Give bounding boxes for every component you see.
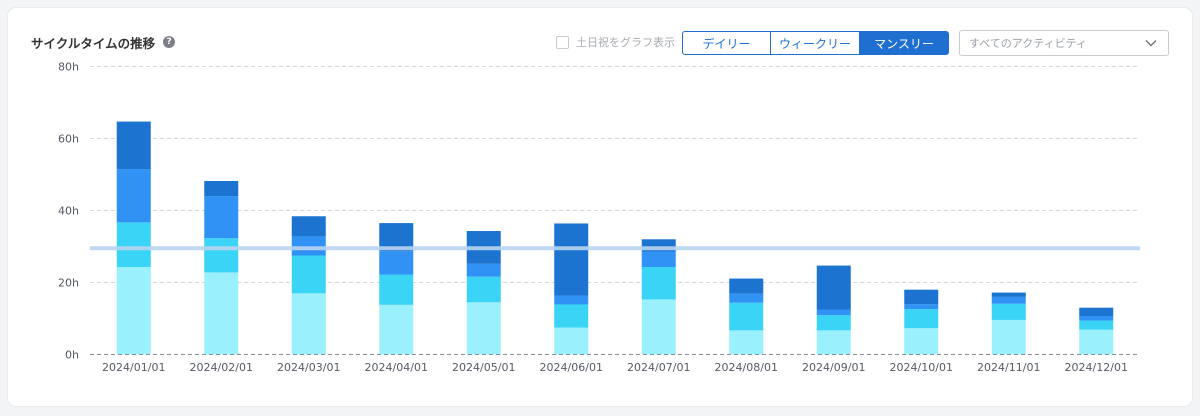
x-tick-label: 2024/01/01 — [102, 361, 165, 374]
bar-segment — [116, 169, 151, 223]
bar-segment — [904, 304, 939, 310]
x-tick-label: 2024/02/01 — [190, 361, 253, 374]
bar-segment — [291, 293, 326, 355]
x-tick-label: 2024/06/01 — [540, 361, 603, 374]
bar-segment — [816, 265, 851, 310]
bar-segment — [816, 309, 851, 316]
bar-segment — [991, 296, 1026, 304]
bar-segment — [991, 292, 1026, 297]
bar-segment — [204, 196, 239, 239]
bar-segment — [204, 272, 239, 355]
bar-segment — [466, 302, 501, 355]
bar-segment — [641, 251, 676, 268]
bar-segment — [204, 180, 239, 197]
bar-segment — [204, 238, 239, 273]
bar-segment — [554, 304, 589, 328]
x-tick-label: 2024/10/01 — [890, 361, 953, 374]
help-icon[interactable]: ? — [163, 36, 176, 48]
bar-segment — [116, 121, 151, 170]
y-tick-label: 60h — [58, 133, 79, 146]
bar-segment — [379, 274, 414, 305]
bar-segment — [904, 289, 939, 305]
bar-segment — [904, 328, 939, 355]
weekend-label: 土日祝をグラフ表示 — [576, 36, 675, 49]
y-tick-label: 80h — [58, 61, 79, 74]
weekend-toggle[interactable]: 土日祝をグラフ表示 — [556, 33, 675, 51]
y-tick-label: 40h — [58, 205, 79, 218]
bar-segment — [1079, 320, 1114, 330]
bar-segment — [1079, 329, 1114, 355]
x-tick-label: 2024/11/01 — [977, 361, 1040, 374]
bar-segment — [554, 327, 589, 355]
bar-segment — [466, 276, 501, 303]
y-tick-label: 0h — [65, 349, 79, 362]
bar-segment — [116, 267, 151, 355]
x-tick-label: 2024/07/01 — [627, 361, 690, 374]
weekend-checkbox[interactable] — [556, 35, 569, 49]
x-tick-label: 2024/03/01 — [277, 361, 340, 374]
bar-segment — [641, 299, 676, 355]
chevron-down-icon — [1145, 40, 1157, 47]
period-segmented-control: デイリー ウィークリー マンスリー — [682, 31, 949, 55]
bar-segment — [816, 330, 851, 355]
chart-title: サイクルタイムの推移 — [31, 35, 156, 51]
bar-segment — [729, 302, 764, 331]
bar-segment — [379, 304, 414, 355]
bar-segment — [291, 236, 326, 256]
activity-select-value: すべてのアクティビティ — [969, 37, 1087, 50]
bar-segment — [816, 315, 851, 331]
bar-segment — [1079, 307, 1114, 316]
bar-segment — [554, 295, 589, 305]
tab-weekly[interactable]: ウィークリー — [771, 31, 860, 55]
bar-segment — [904, 309, 939, 329]
bar-segment — [1079, 315, 1114, 321]
activity-select[interactable]: すべてのアクティビティ — [959, 30, 1169, 56]
bar-segment — [291, 216, 326, 237]
bar-segment — [991, 303, 1026, 320]
x-tick-label: 2024/12/01 — [1065, 361, 1128, 374]
bar-segment — [466, 263, 501, 277]
tab-monthly[interactable]: マンスリー — [860, 31, 949, 55]
x-tick-label: 2024/08/01 — [715, 361, 778, 374]
bar-segment — [729, 278, 764, 294]
bar-segment — [291, 255, 326, 294]
x-tick-label: 2024/04/01 — [365, 361, 428, 374]
y-tick-label: 20h — [58, 277, 79, 290]
x-tick-label: 2024/05/01 — [452, 361, 515, 374]
x-tick-label: 2024/09/01 — [802, 361, 865, 374]
tab-daily[interactable]: デイリー — [682, 31, 771, 55]
bar-segment — [729, 330, 764, 355]
bar-segment — [641, 267, 676, 300]
bar-segment — [729, 293, 764, 303]
bar-segment — [554, 223, 589, 296]
bar-segment — [991, 319, 1026, 355]
chart-header: サイクルタイムの推移 ? — [31, 33, 176, 51]
bar-segment — [116, 222, 151, 268]
bar-segment — [379, 251, 414, 275]
